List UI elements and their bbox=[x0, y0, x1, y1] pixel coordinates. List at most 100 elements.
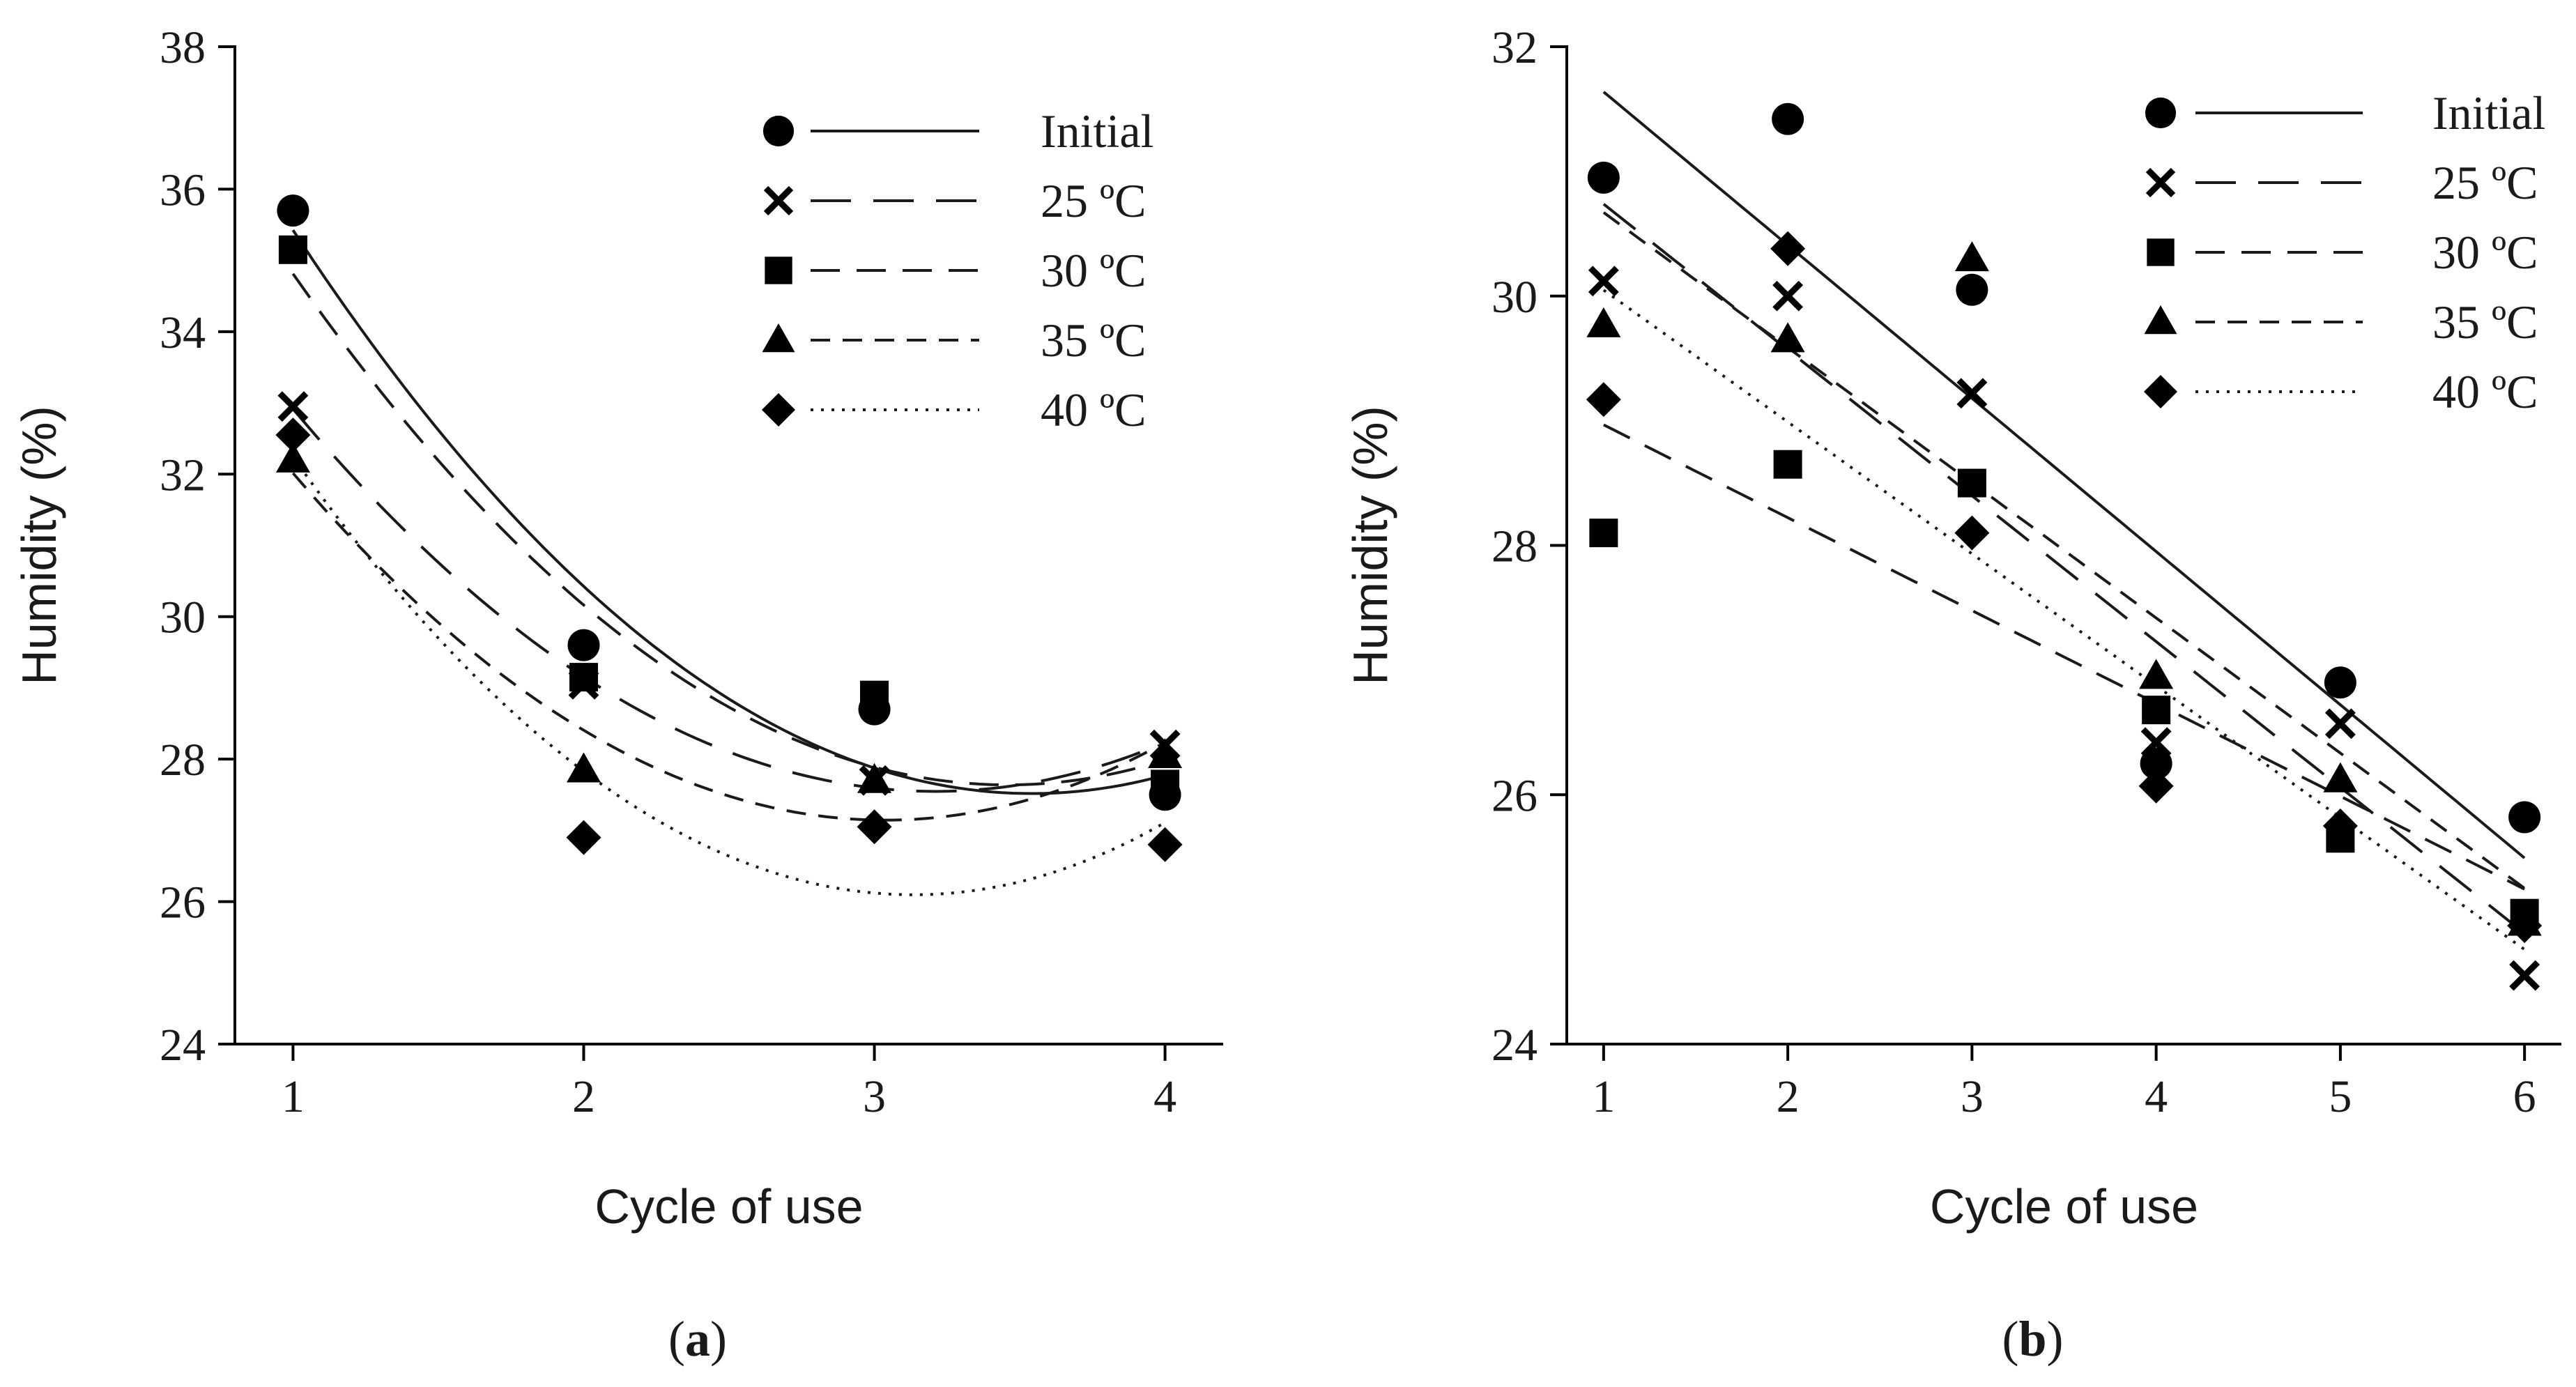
y-tick-label: 24 bbox=[1492, 1020, 1538, 1071]
legend-label-25-c: 25 ºC bbox=[2432, 156, 2538, 209]
data-point-35-c-cycle-3 bbox=[857, 763, 892, 793]
x-tick-label: 5 bbox=[2329, 1071, 2352, 1122]
legend-marker-25-c bbox=[2145, 167, 2176, 198]
x-tick-label: 2 bbox=[572, 1071, 595, 1122]
y-tick-label: 28 bbox=[1492, 521, 1538, 572]
data-point-25-c-cycle-4 bbox=[2140, 727, 2172, 758]
fit-line-30-c bbox=[291, 273, 1166, 787]
data-point-40-c-cycle-4 bbox=[1147, 827, 1183, 862]
panel-label-letter: b bbox=[2018, 1311, 2046, 1367]
fit-line-25-c bbox=[1602, 203, 2526, 935]
fit-line-initial bbox=[1602, 91, 2526, 859]
legend-marker-initial bbox=[2145, 97, 2177, 129]
fit-line-35-c bbox=[1602, 211, 2526, 890]
legend-label-35-c: 35 ºC bbox=[2432, 296, 2538, 348]
data-point-initial-cycle-5 bbox=[2324, 666, 2356, 699]
y-tick-label: 34 bbox=[160, 307, 206, 358]
data-point-30-c-cycle-2 bbox=[1773, 450, 1802, 479]
x-tick-label: 4 bbox=[1153, 1071, 1176, 1122]
legend-label-40-c: 40 ºC bbox=[2432, 365, 2538, 418]
data-point-initial-cycle-1 bbox=[1587, 161, 1620, 194]
data-point-30-c-cycle-1 bbox=[278, 235, 307, 264]
data-point-35-c-cycle-1 bbox=[275, 442, 310, 473]
y-tick-label: 30 bbox=[160, 592, 206, 643]
legend-label-30-c: 30 ºC bbox=[2432, 226, 2538, 279]
data-point-30-c-cycle-4 bbox=[1151, 769, 1180, 799]
legend-marker-25-c bbox=[763, 185, 794, 216]
data-point-40-c-cycle-1 bbox=[275, 417, 311, 453]
data-point-30-c-cycle-2 bbox=[569, 663, 598, 692]
data-point-25-c-cycle-1 bbox=[1588, 266, 1619, 297]
x-tick-label: 6 bbox=[2513, 1071, 2536, 1122]
data-point-initial-cycle-4 bbox=[2140, 747, 2172, 780]
legend-marker-30-c bbox=[2147, 238, 2175, 266]
fit-line-40-c bbox=[291, 456, 1166, 896]
data-point-40-c-cycle-3 bbox=[857, 809, 892, 845]
data-point-initial-cycle-2 bbox=[567, 629, 600, 661]
legend: Initial 25 ºC 30 ºC 35 ºC 40 ºC bbox=[762, 105, 1153, 436]
fit-line-initial bbox=[291, 229, 1166, 795]
data-point-35-c-cycle-4 bbox=[2139, 659, 2174, 689]
legend-label-35-c: 35 ºC bbox=[1041, 314, 1146, 367]
panel-label-close-paren: ) bbox=[710, 1311, 727, 1367]
legend-label-initial: Initial bbox=[2432, 86, 2545, 139]
data-point-35-c-cycle-3 bbox=[1954, 241, 1989, 272]
data-point-25-c-cycle-5 bbox=[2324, 708, 2356, 740]
data-point-40-c-cycle-5 bbox=[2322, 808, 2358, 843]
panel-label: (a) bbox=[668, 1311, 727, 1367]
legend-label-25-c: 25 ºC bbox=[1041, 174, 1146, 227]
data-point-initial-cycle-2 bbox=[1772, 102, 1804, 135]
x-tick-label: 2 bbox=[1777, 1071, 1800, 1122]
legend: Initial 25 ºC 30 ºC 35 ºC 40 ºC bbox=[2144, 86, 2545, 418]
x-axis-title: Cycle of use bbox=[1930, 1179, 2198, 1234]
y-tick-label: 30 bbox=[1492, 272, 1538, 323]
y-tick-label: 36 bbox=[160, 164, 206, 215]
data-point-40-c-cycle-6 bbox=[2507, 908, 2543, 944]
data-point-initial-cycle-6 bbox=[2508, 801, 2541, 834]
data-point-35-c-cycle-2 bbox=[1770, 322, 1805, 353]
panel-label-letter: a bbox=[685, 1311, 710, 1367]
data-point-25-c-cycle-3 bbox=[1956, 378, 1988, 409]
data-point-25-c-cycle-6 bbox=[2509, 960, 2540, 991]
y-tick-label: 26 bbox=[160, 878, 206, 928]
legend-marker-40-c bbox=[762, 393, 795, 427]
y-tick-label: 38 bbox=[160, 22, 206, 73]
legend-label-initial: Initial bbox=[1041, 105, 1153, 158]
x-tick-label: 1 bbox=[282, 1071, 305, 1122]
y-axis-title: Humidity (%) bbox=[12, 406, 66, 685]
x-tick-label: 3 bbox=[1961, 1071, 1984, 1122]
legend-marker-30-c bbox=[765, 256, 792, 284]
x-axis-title: Cycle of use bbox=[595, 1179, 863, 1234]
fit-line-40-c bbox=[1602, 289, 2526, 951]
fit-line-30-c bbox=[1603, 423, 2525, 891]
y-tick-label: 26 bbox=[1492, 770, 1538, 821]
data-point-30-c-cycle-3 bbox=[860, 680, 889, 710]
data-point-40-c-cycle-4 bbox=[2138, 768, 2174, 804]
data-point-35-c-cycle-1 bbox=[1586, 307, 1621, 337]
data-point-40-c-cycle-1 bbox=[1586, 382, 1621, 417]
y-tick-label: 32 bbox=[1492, 22, 1538, 73]
fit-line-35-c bbox=[291, 472, 1166, 822]
data-point-30-c-cycle-4 bbox=[2142, 696, 2171, 725]
data-point-25-c-cycle-1 bbox=[277, 391, 309, 422]
x-tick-label: 4 bbox=[2145, 1071, 2168, 1122]
legend-label-30-c: 30 ºC bbox=[1041, 244, 1146, 297]
legend-marker-35-c bbox=[762, 323, 795, 353]
panel-label: (b) bbox=[2002, 1311, 2063, 1367]
data-point-25-c-cycle-2 bbox=[1772, 280, 1804, 312]
data-point-40-c-cycle-2 bbox=[1770, 231, 1806, 266]
legend-marker-initial bbox=[762, 115, 795, 147]
data-point-35-c-cycle-5 bbox=[2323, 762, 2358, 792]
data-point-35-c-cycle-2 bbox=[566, 752, 601, 783]
x-tick-label: 3 bbox=[863, 1071, 886, 1122]
panel-label-close-paren: ) bbox=[2047, 1311, 2064, 1367]
y-tick-label: 24 bbox=[160, 1020, 206, 1071]
data-point-30-c-cycle-1 bbox=[1589, 519, 1618, 548]
data-point-40-c-cycle-2 bbox=[566, 820, 601, 855]
data-point-40-c-cycle-3 bbox=[1954, 515, 1990, 551]
panel-label-open-paren: ( bbox=[668, 1311, 685, 1367]
chart-panel-b: 24 26 28 30 32 1 2 3 4 5 6 Cycle of use Humidity (%)… bbox=[1343, 22, 2561, 1367]
panel-label-open-paren: ( bbox=[2002, 1311, 2018, 1367]
